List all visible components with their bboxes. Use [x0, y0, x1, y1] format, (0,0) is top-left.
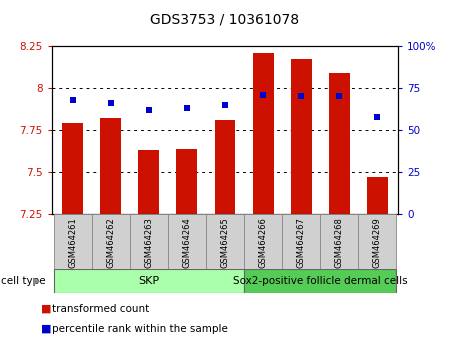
Text: GSM464268: GSM464268 — [335, 217, 344, 268]
Bar — [168, 214, 206, 269]
Point — [183, 105, 190, 111]
Bar — [244, 269, 396, 293]
Bar — [130, 214, 168, 269]
Text: GSM464262: GSM464262 — [106, 217, 115, 268]
Point — [107, 101, 114, 106]
Point — [336, 93, 343, 99]
Bar — [291, 59, 311, 214]
Text: GSM464269: GSM464269 — [373, 217, 382, 268]
Text: cell type: cell type — [1, 276, 45, 286]
Bar — [320, 214, 358, 269]
Text: ■: ■ — [40, 324, 51, 333]
Text: ■: ■ — [40, 304, 51, 314]
Text: GSM464266: GSM464266 — [259, 217, 268, 268]
Text: ▶: ▶ — [33, 276, 40, 286]
Bar — [252, 53, 274, 214]
Text: GSM464264: GSM464264 — [182, 217, 191, 268]
Bar — [139, 150, 159, 214]
Bar — [244, 214, 282, 269]
Bar — [54, 269, 244, 293]
Point — [260, 92, 267, 98]
Bar — [62, 124, 83, 214]
Point — [221, 102, 229, 108]
Text: GSM464265: GSM464265 — [220, 217, 230, 268]
Bar — [367, 177, 388, 214]
Text: GSM464267: GSM464267 — [297, 217, 306, 268]
Text: GSM464263: GSM464263 — [144, 217, 153, 268]
Text: GSM464261: GSM464261 — [68, 217, 77, 268]
Text: percentile rank within the sample: percentile rank within the sample — [52, 324, 228, 333]
Bar — [282, 214, 320, 269]
Bar — [358, 214, 396, 269]
Point — [374, 114, 381, 119]
Point — [297, 93, 305, 99]
Point — [145, 107, 153, 113]
Bar — [92, 214, 130, 269]
Bar — [54, 214, 92, 269]
Bar — [206, 214, 244, 269]
Point — [69, 97, 76, 103]
Text: transformed count: transformed count — [52, 304, 149, 314]
Text: SKP: SKP — [138, 276, 159, 286]
Bar — [100, 118, 121, 214]
Text: GDS3753 / 10361078: GDS3753 / 10361078 — [150, 12, 300, 27]
Bar — [176, 149, 198, 214]
Bar — [215, 120, 235, 214]
Text: Sox2-positive follicle dermal cells: Sox2-positive follicle dermal cells — [233, 276, 408, 286]
Bar — [329, 73, 350, 214]
